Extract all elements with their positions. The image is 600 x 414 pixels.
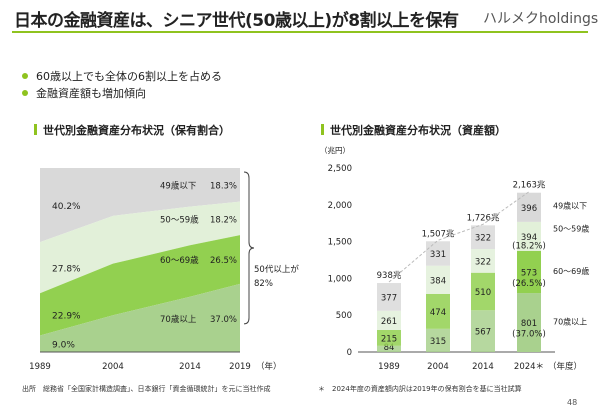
chart-title-amount: 世代別金融資産分布状況（資産額）	[321, 122, 506, 138]
area-series-value: 37.0%	[210, 315, 237, 325]
bullet-dot-icon	[22, 90, 28, 96]
bar-y-tick: 2,000	[328, 201, 352, 211]
area-x-tick: 2014	[179, 362, 201, 372]
bar-trend-line	[388, 191, 530, 283]
bar-value-label: 396	[521, 204, 537, 214]
area-series-name: 70歳以上	[160, 314, 197, 325]
bar-total-label: 938兆	[377, 270, 402, 281]
area-brace	[243, 171, 255, 325]
bar-series-name: 70歳以上	[553, 317, 587, 327]
bar-x-tick: 2024＊	[514, 362, 544, 372]
bar-value-label: 377	[381, 293, 397, 303]
bar-value-label: 567	[475, 328, 491, 338]
bar-segment	[517, 250, 541, 294]
area-series-name: 49歳以下	[160, 181, 197, 192]
bar-value-label: 84	[384, 343, 395, 353]
bullet-item: 金融資産額も増加傾向	[22, 85, 146, 101]
bullet-dot-icon	[22, 73, 28, 79]
area-x-tick: 2004	[102, 362, 124, 372]
area-label-70-1989: 9.0%	[52, 341, 75, 351]
bar-value-label: 215	[381, 334, 397, 344]
bar-value-label: 474	[430, 308, 446, 318]
area-label-50-1989: 27.8%	[52, 264, 81, 274]
area-70-over	[40, 283, 240, 352]
bar-y-unit: （兆円）	[320, 145, 350, 155]
bar-segment	[377, 310, 401, 330]
chart-title-share: 世代別金融資産分布状況（保有割合）	[34, 122, 230, 138]
page-title: 日本の金融資産は、シニア世代(50歳以上)が8割以上を保有	[14, 11, 459, 31]
bar-segment	[377, 283, 401, 311]
title-bar-icon	[321, 124, 324, 135]
bar-segment	[471, 249, 495, 273]
bar-segment	[471, 225, 495, 250]
bar-pct-label-60: (26.5%)	[512, 279, 546, 289]
area-annotation-line2: 82%	[254, 279, 273, 289]
footnote-source: 出所 総務省「全国家計構造調査」、日本銀行「資金循環統計」を元に当社作成	[22, 385, 271, 393]
title-rule	[12, 31, 588, 33]
bar-segment	[426, 293, 450, 329]
bar-value-label: 322	[475, 257, 491, 267]
bar-value-label: 384	[430, 276, 446, 286]
bar-x-tick: 2004	[427, 362, 449, 372]
bar-pct-label-50: (18.2%)	[512, 241, 546, 251]
bar-x-tick: 2014	[472, 362, 494, 372]
area-series-name: 50〜59歳	[160, 215, 199, 226]
area-series-value: 26.5%	[210, 256, 237, 266]
bar-segment	[471, 272, 495, 311]
area-60s	[40, 235, 240, 336]
bar-y-tick: 500	[336, 311, 352, 321]
bar-segment	[377, 345, 401, 352]
area-series-value: 18.3%	[210, 182, 237, 192]
chart-title-share-text: 世代別金融資産分布状況（保有割合）	[43, 124, 230, 137]
page-number: 48	[567, 398, 578, 407]
title-bar-icon	[34, 124, 37, 135]
bar-series-name: 60〜69歳	[553, 266, 589, 276]
bar-value-label: 261	[381, 317, 397, 327]
bar-total-label: 1,726兆	[467, 212, 500, 223]
footnote-estimate: ＊ 2024年度の資産額内訳は2019年の保有割合を基に当社試算	[318, 385, 522, 393]
bar-segment	[426, 241, 450, 266]
area-x-tick: 1989	[29, 362, 51, 372]
area-49-under	[40, 168, 240, 243]
bar-segment	[426, 265, 450, 294]
bar-total-label: 2,163兆	[513, 180, 546, 191]
bar-value-label: 394	[521, 233, 537, 243]
bar-y-tick: 1,000	[328, 274, 352, 284]
bar-segment	[471, 310, 495, 352]
bullet-text: 60歳以上でも全体の6割以上を占める	[36, 70, 222, 83]
bar-x-unit: （年度）	[548, 361, 582, 372]
area-label-49-1989: 40.2%	[52, 202, 81, 212]
bar-value-label: 315	[430, 337, 446, 347]
bar-segment	[517, 192, 541, 222]
bar-segment	[517, 221, 541, 251]
chart-title-amount-text: 世代別金融資産分布状況（資産額）	[330, 124, 506, 137]
bar-value-label: 331	[430, 250, 446, 260]
bullet-item: 60歳以上でも全体の6割以上を占める	[22, 68, 222, 84]
bar-series-name: 50〜59歳	[553, 223, 589, 233]
bar-pct-label-70: (37.0%)	[512, 330, 546, 340]
area-x-tick: 2019	[229, 362, 251, 372]
area-50s	[40, 201, 240, 294]
bullet-text: 金融資産額も増加傾向	[36, 87, 146, 100]
bar-y-tick: 2,500	[328, 164, 352, 174]
area-annotation-line1: 50代以上が	[254, 264, 299, 275]
bar-value-label: 801	[521, 319, 537, 329]
bar-value-label: 322	[475, 234, 491, 244]
bar-value-label: 573	[521, 268, 537, 278]
bar-series-name: 49歳以下	[553, 200, 587, 210]
bar-segment	[517, 293, 541, 352]
bar-y-tick: 1,500	[328, 238, 352, 248]
bar-segment	[426, 328, 450, 352]
area-series-value: 18.2%	[210, 216, 237, 226]
bar-value-label: 510	[475, 288, 491, 298]
bar-y-tick: 0	[347, 348, 352, 358]
area-label-60-1989: 22.9%	[52, 311, 81, 321]
bar-total-label: 1,507兆	[422, 228, 455, 239]
bar-segment	[377, 329, 401, 346]
area-series-name: 60〜69歳	[160, 255, 199, 266]
bar-x-tick: 1989	[378, 362, 400, 372]
company-logo: ハルメクholdings	[483, 11, 599, 27]
area-x-unit: （年）	[256, 361, 282, 372]
